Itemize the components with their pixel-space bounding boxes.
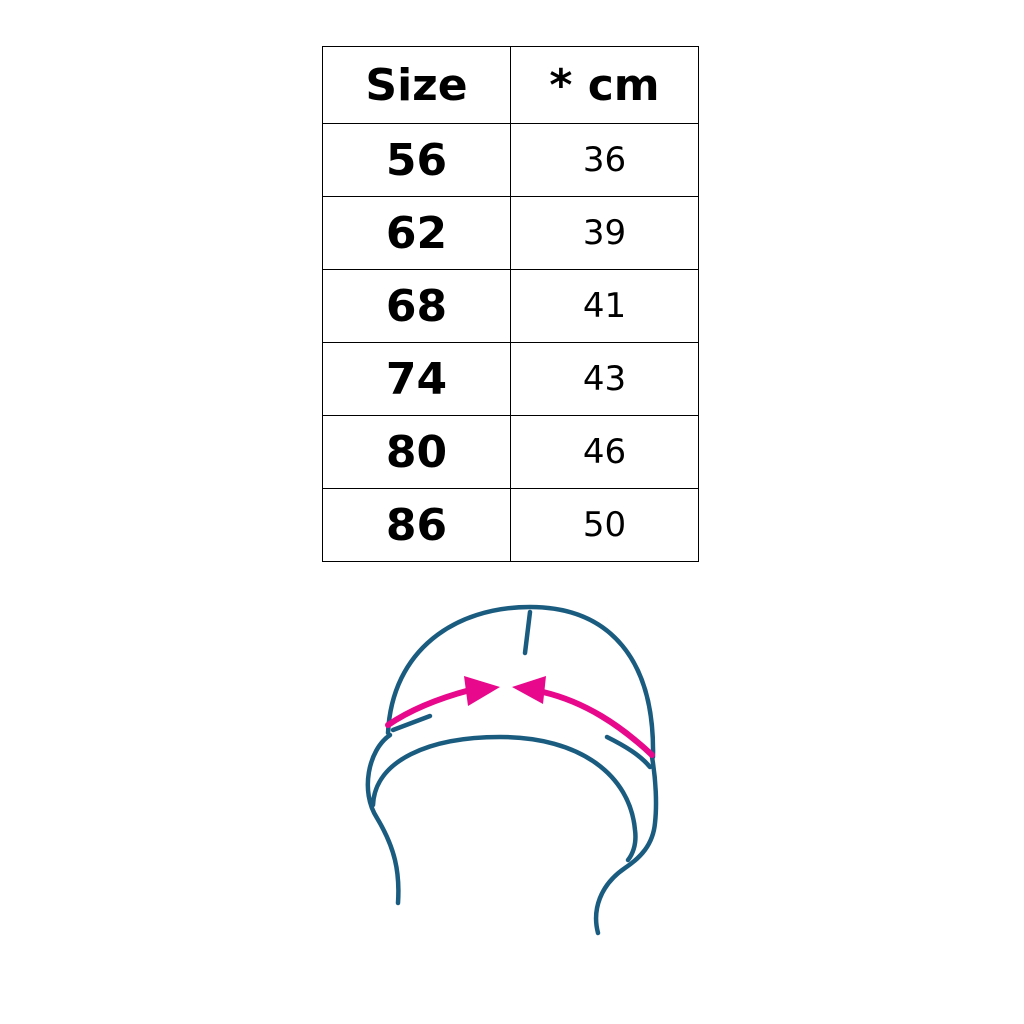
hat-outline — [365, 604, 659, 936]
cm-cell: 46 — [510, 415, 699, 489]
size-cell: 74 — [322, 342, 511, 416]
header-cm: * cm — [510, 46, 699, 124]
size-cell: 86 — [322, 488, 511, 562]
cm-cell: 41 — [510, 269, 699, 343]
cm-cell: 39 — [510, 196, 699, 270]
table-row: 62 39 — [322, 196, 699, 270]
arrow-right-shaft — [540, 689, 655, 758]
hat-fold-right — [604, 734, 653, 770]
table-row: 86 50 — [322, 488, 699, 562]
hat-fold-left — [390, 713, 433, 733]
size-table: Size * cm 56 36 62 39 68 41 74 43 80 46 86 50 — [322, 46, 699, 562]
cm-cell: 50 — [510, 488, 699, 562]
size-cell: 56 — [322, 123, 511, 197]
hat-brim-inner — [370, 734, 638, 863]
header-size: Size — [322, 46, 511, 124]
arrow-left-head — [464, 676, 500, 706]
hat-dome — [385, 604, 656, 760]
table-row: 74 43 — [322, 342, 699, 416]
hat-seam — [522, 609, 533, 656]
hat-brim-left — [365, 732, 401, 906]
hat-brim-right — [593, 754, 659, 936]
arrow-left-shaft — [385, 687, 473, 728]
table-row: 80 46 — [322, 415, 699, 489]
arrow-right-head — [512, 676, 546, 704]
size-cell: 80 — [322, 415, 511, 489]
cm-cell: 43 — [510, 342, 699, 416]
measure-arrows — [385, 676, 655, 758]
table-header-row: Size * cm — [322, 46, 699, 124]
